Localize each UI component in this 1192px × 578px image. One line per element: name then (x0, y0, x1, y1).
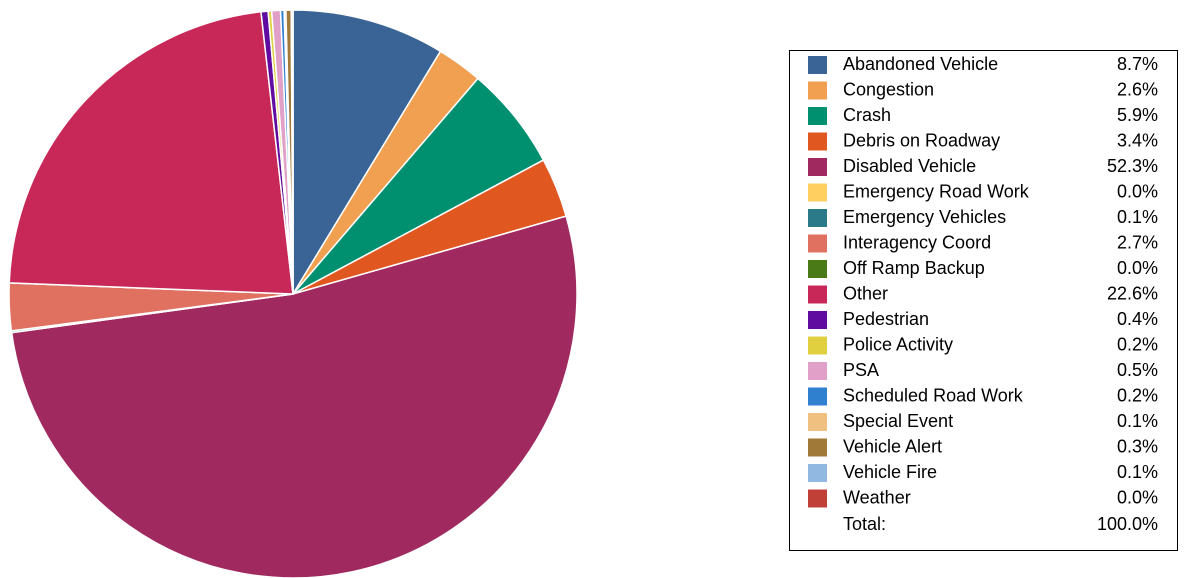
legend-value: 0.1% (1117, 411, 1158, 431)
legend-label: Off Ramp Backup (843, 258, 985, 278)
legend-value: 0.3% (1117, 436, 1158, 456)
legend-label: Weather (843, 487, 911, 507)
legend-value: 2.6% (1117, 79, 1158, 99)
legend-label: Disabled Vehicle (843, 156, 976, 176)
legend-swatch (808, 489, 827, 508)
legend-swatch (808, 234, 827, 253)
total-value: 100.0% (1097, 514, 1158, 534)
legend-value: 0.5% (1117, 360, 1158, 380)
legend-value: 5.9% (1117, 105, 1158, 125)
legend-label: Other (843, 283, 888, 303)
legend-swatch (808, 362, 827, 380)
legend-label: PSA (843, 360, 879, 380)
legend-swatch (808, 387, 827, 406)
legend-value: 0.0% (1117, 487, 1158, 507)
pie-slice (8, 10, 294, 295)
legend-label: Police Activity (843, 334, 953, 354)
legend-swatch (808, 438, 827, 457)
legend-swatch (808, 132, 827, 151)
legend-swatch (808, 413, 827, 431)
legend-label: Pedestrian (843, 309, 929, 329)
pie-slice (292, 9, 442, 297)
legend-swatch (808, 56, 827, 74)
pie-slice (10, 215, 578, 578)
legend-value: 22.6% (1107, 283, 1158, 303)
legend-swatch (808, 336, 827, 355)
total-label: Total: (843, 514, 886, 534)
legend-value: 0.2% (1117, 334, 1158, 354)
legend-label: Vehicle Fire (843, 462, 937, 482)
legend-swatch (808, 260, 827, 278)
legend-value: 0.1% (1117, 207, 1158, 227)
legend-label: Special Event (843, 411, 953, 431)
legend-value: 0.2% (1117, 385, 1158, 405)
legend-label: Interagency Coord (843, 232, 991, 252)
legend-value: 0.0% (1117, 181, 1158, 201)
legend-value: 52.3% (1107, 156, 1158, 176)
legend-label: Abandoned Vehicle (843, 54, 998, 74)
legend-value: 0.4% (1117, 309, 1158, 329)
legend-label: Scheduled Road Work (843, 385, 1024, 405)
legend-value: 2.7% (1117, 232, 1158, 252)
legend-label: Emergency Vehicles (843, 207, 1006, 227)
legend-label: Debris on Roadway (843, 130, 1000, 150)
legend-swatch (808, 158, 827, 176)
legend-value: 8.7% (1117, 54, 1158, 74)
legend-box (789, 50, 1178, 551)
legend-swatch (808, 311, 827, 329)
legend-label: Congestion (843, 79, 934, 99)
legend-swatch (808, 183, 827, 202)
legend-label: Crash (843, 105, 891, 125)
legend-label: Vehicle Alert (843, 436, 942, 456)
legend-swatch (808, 464, 827, 482)
legend-label: Emergency Road Work (843, 181, 1030, 201)
legend-value: 3.4% (1117, 130, 1158, 150)
legend-swatch (808, 209, 827, 227)
legend-swatch (808, 285, 827, 304)
legend-swatch (808, 107, 827, 125)
legend-value: 0.0% (1117, 258, 1158, 278)
legend-swatch (808, 81, 827, 100)
legend-value: 0.1% (1117, 462, 1158, 482)
